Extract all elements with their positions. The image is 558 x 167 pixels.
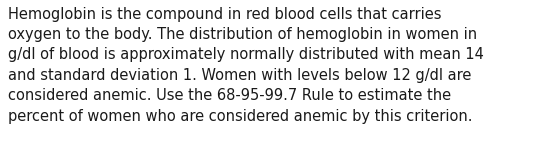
Text: Hemoglobin is the compound in red blood cells that carries
oxygen to the body. T: Hemoglobin is the compound in red blood … <box>8 7 484 124</box>
